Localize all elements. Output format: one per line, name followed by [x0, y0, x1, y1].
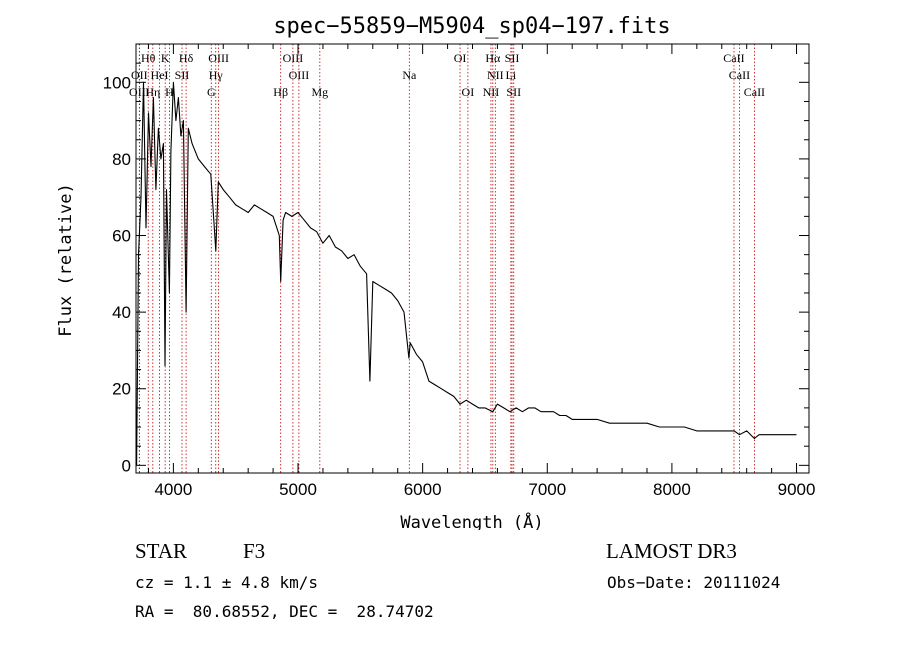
spectrum-line: [136, 81, 797, 466]
spectrum-chart: spec−55859−M5904_sp04−197.fits Hθ K Hδ OIII…: [56, 14, 816, 530]
spectral-line-label: Na: [402, 68, 417, 82]
x-tick-label: 5000: [279, 480, 317, 499]
x-tick-label: 9000: [778, 480, 816, 499]
y-tick-label: 40: [112, 303, 131, 322]
coordinates: RA = 80.68552, DEC = 28.74702: [135, 602, 434, 621]
x-tick-label: 6000: [404, 480, 442, 499]
spectral-line-label: Hθ: [141, 51, 156, 65]
redshift-velocity: cz = 1.1 ± 4.8 km/s: [135, 573, 319, 592]
x-axis-label: Wavelength (Å): [400, 511, 543, 530]
survey-name: LAMOST DR3: [606, 539, 737, 563]
spectral-line-label: CaII: [744, 85, 765, 99]
spectral-line-label: Hγ: [209, 68, 224, 82]
spectral-line-labels: Hθ K Hδ OIII OIII OI Hα SII CaII OII HeI SII Hγ OIII N…: [129, 51, 765, 99]
spectral-line-label: Hδ: [179, 51, 194, 65]
y-tick-label: 20: [112, 380, 131, 399]
spectral-line-label: SII: [505, 51, 520, 65]
y-axis-label: Flux (relative): [56, 183, 76, 337]
spectral-line-label: SII: [506, 85, 521, 99]
spectral-line-label: SII: [175, 68, 190, 82]
y-tick-label: 80: [112, 150, 131, 169]
spectral-line-label: OIII: [289, 68, 310, 82]
object-class: STAR: [135, 539, 187, 563]
x-tick-label: 7000: [528, 480, 566, 499]
object-subclass: F3: [243, 539, 266, 563]
spectral-line-label: OIII: [129, 85, 150, 99]
spectral-line-label: OIII: [283, 51, 304, 65]
spectral-line-label: K: [161, 51, 170, 65]
spectral-line-label: G: [207, 85, 216, 99]
spectral-line-label: CaII: [723, 51, 744, 65]
spectral-line-label: H: [165, 85, 174, 99]
spectral-line-label: OII: [131, 68, 148, 82]
spectral-line-label: Li: [506, 68, 517, 82]
spectral-line-label: NII: [483, 85, 500, 99]
spectral-line-label: OIII: [208, 51, 229, 65]
x-tick-label: 4000: [154, 480, 192, 499]
y-tick-label: 60: [112, 227, 131, 246]
spectral-line-label: Hβ: [273, 85, 288, 99]
spectral-line-label: Hα: [485, 51, 501, 65]
plot-frame: [135, 43, 810, 474]
chart-title: spec−55859−M5904_sp04−197.fits: [273, 14, 670, 39]
axis-tick-labels: 4000 5000 6000 7000 8000 9000 0 20 40 60 80 100: [103, 73, 816, 499]
spectral-line-label: CaII: [729, 68, 750, 82]
axis-ticks: [136, 44, 809, 473]
spectral-line-label: NII: [487, 68, 504, 82]
observation-date: Obs−Date: 20111024: [607, 573, 781, 592]
spectral-line-label: Hη: [145, 85, 160, 99]
spectral-line-label: HeI: [151, 68, 169, 82]
y-tick-label: 0: [122, 456, 131, 475]
spectral-line-label: OI: [462, 85, 475, 99]
y-tick-label: 100: [103, 73, 131, 92]
x-tick-label: 8000: [653, 480, 691, 499]
spectrum-series: [136, 81, 797, 466]
spectral-line-label: Mg: [311, 85, 328, 99]
spectral-line-markers: [138, 44, 755, 473]
spectral-line-label: OI: [454, 51, 467, 65]
